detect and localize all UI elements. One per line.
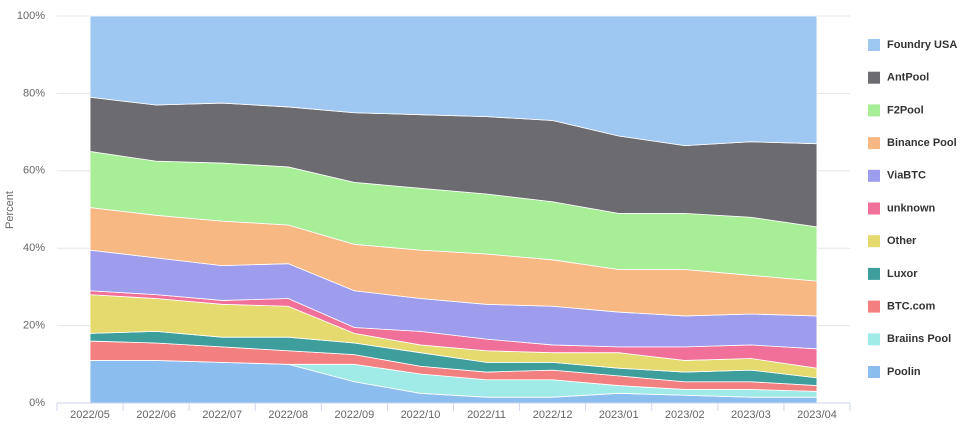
x-tick-label: 2022/05: [70, 409, 110, 421]
x-tick-label: 2022/07: [202, 409, 242, 421]
y-tick-label: 40%: [23, 242, 45, 254]
y-tick-label: 60%: [23, 165, 45, 177]
legend-label: unknown: [887, 202, 936, 214]
legend-swatch: [868, 169, 880, 182]
legend-label: Braiins Pool: [887, 333, 951, 345]
x-tick-label: 2022/08: [268, 409, 308, 421]
area: [89, 15, 818, 147]
x-tick-label: 2022/12: [533, 409, 573, 421]
y-tick-label: 20%: [23, 320, 45, 332]
legend-label: F2Pool: [887, 104, 924, 116]
legend-swatch: [868, 39, 880, 51]
legend-swatch: [868, 235, 880, 248]
legend-label: Foundry USA: [887, 39, 957, 51]
legend-label: Other: [887, 235, 917, 247]
legend-swatch: [868, 104, 880, 117]
legend-label: Binance Pool: [887, 137, 957, 149]
x-tick-label: 2022/09: [334, 409, 374, 421]
x-tick-label: 2023/01: [599, 409, 639, 421]
y-axis-label: Percent: [4, 191, 16, 229]
legend-swatch: [868, 267, 880, 280]
x-tick-label: 2023/04: [797, 409, 837, 421]
legend-label: AntPool: [887, 72, 929, 84]
legend-swatch: [868, 366, 880, 378]
legend-swatch: [868, 333, 880, 346]
legend-swatch: [868, 300, 880, 313]
y-tick-label: 100%: [17, 10, 45, 22]
x-tick-label: 2022/11: [467, 409, 506, 421]
legend-swatch: [868, 202, 880, 215]
legend-label: ViaBTC: [887, 170, 926, 182]
legend-swatch: [868, 71, 880, 84]
x-tick-label: 2023/02: [665, 409, 705, 421]
legend-label: Poolin: [887, 366, 921, 378]
legend: Foundry USA AntPool F2Pool Binance Pool ViaB…: [868, 39, 957, 378]
y-tick-label: 80%: [23, 87, 45, 99]
x-tick-label: 2022/10: [401, 409, 441, 421]
x-tick-label: 2022/06: [136, 409, 176, 421]
legend-swatch: [868, 137, 880, 150]
y-tick-label: 0%: [29, 397, 45, 409]
x-tick-label: 2023/03: [731, 409, 771, 421]
legend-label: Luxor: [887, 268, 918, 280]
legend-label: BTC.com: [887, 301, 936, 313]
